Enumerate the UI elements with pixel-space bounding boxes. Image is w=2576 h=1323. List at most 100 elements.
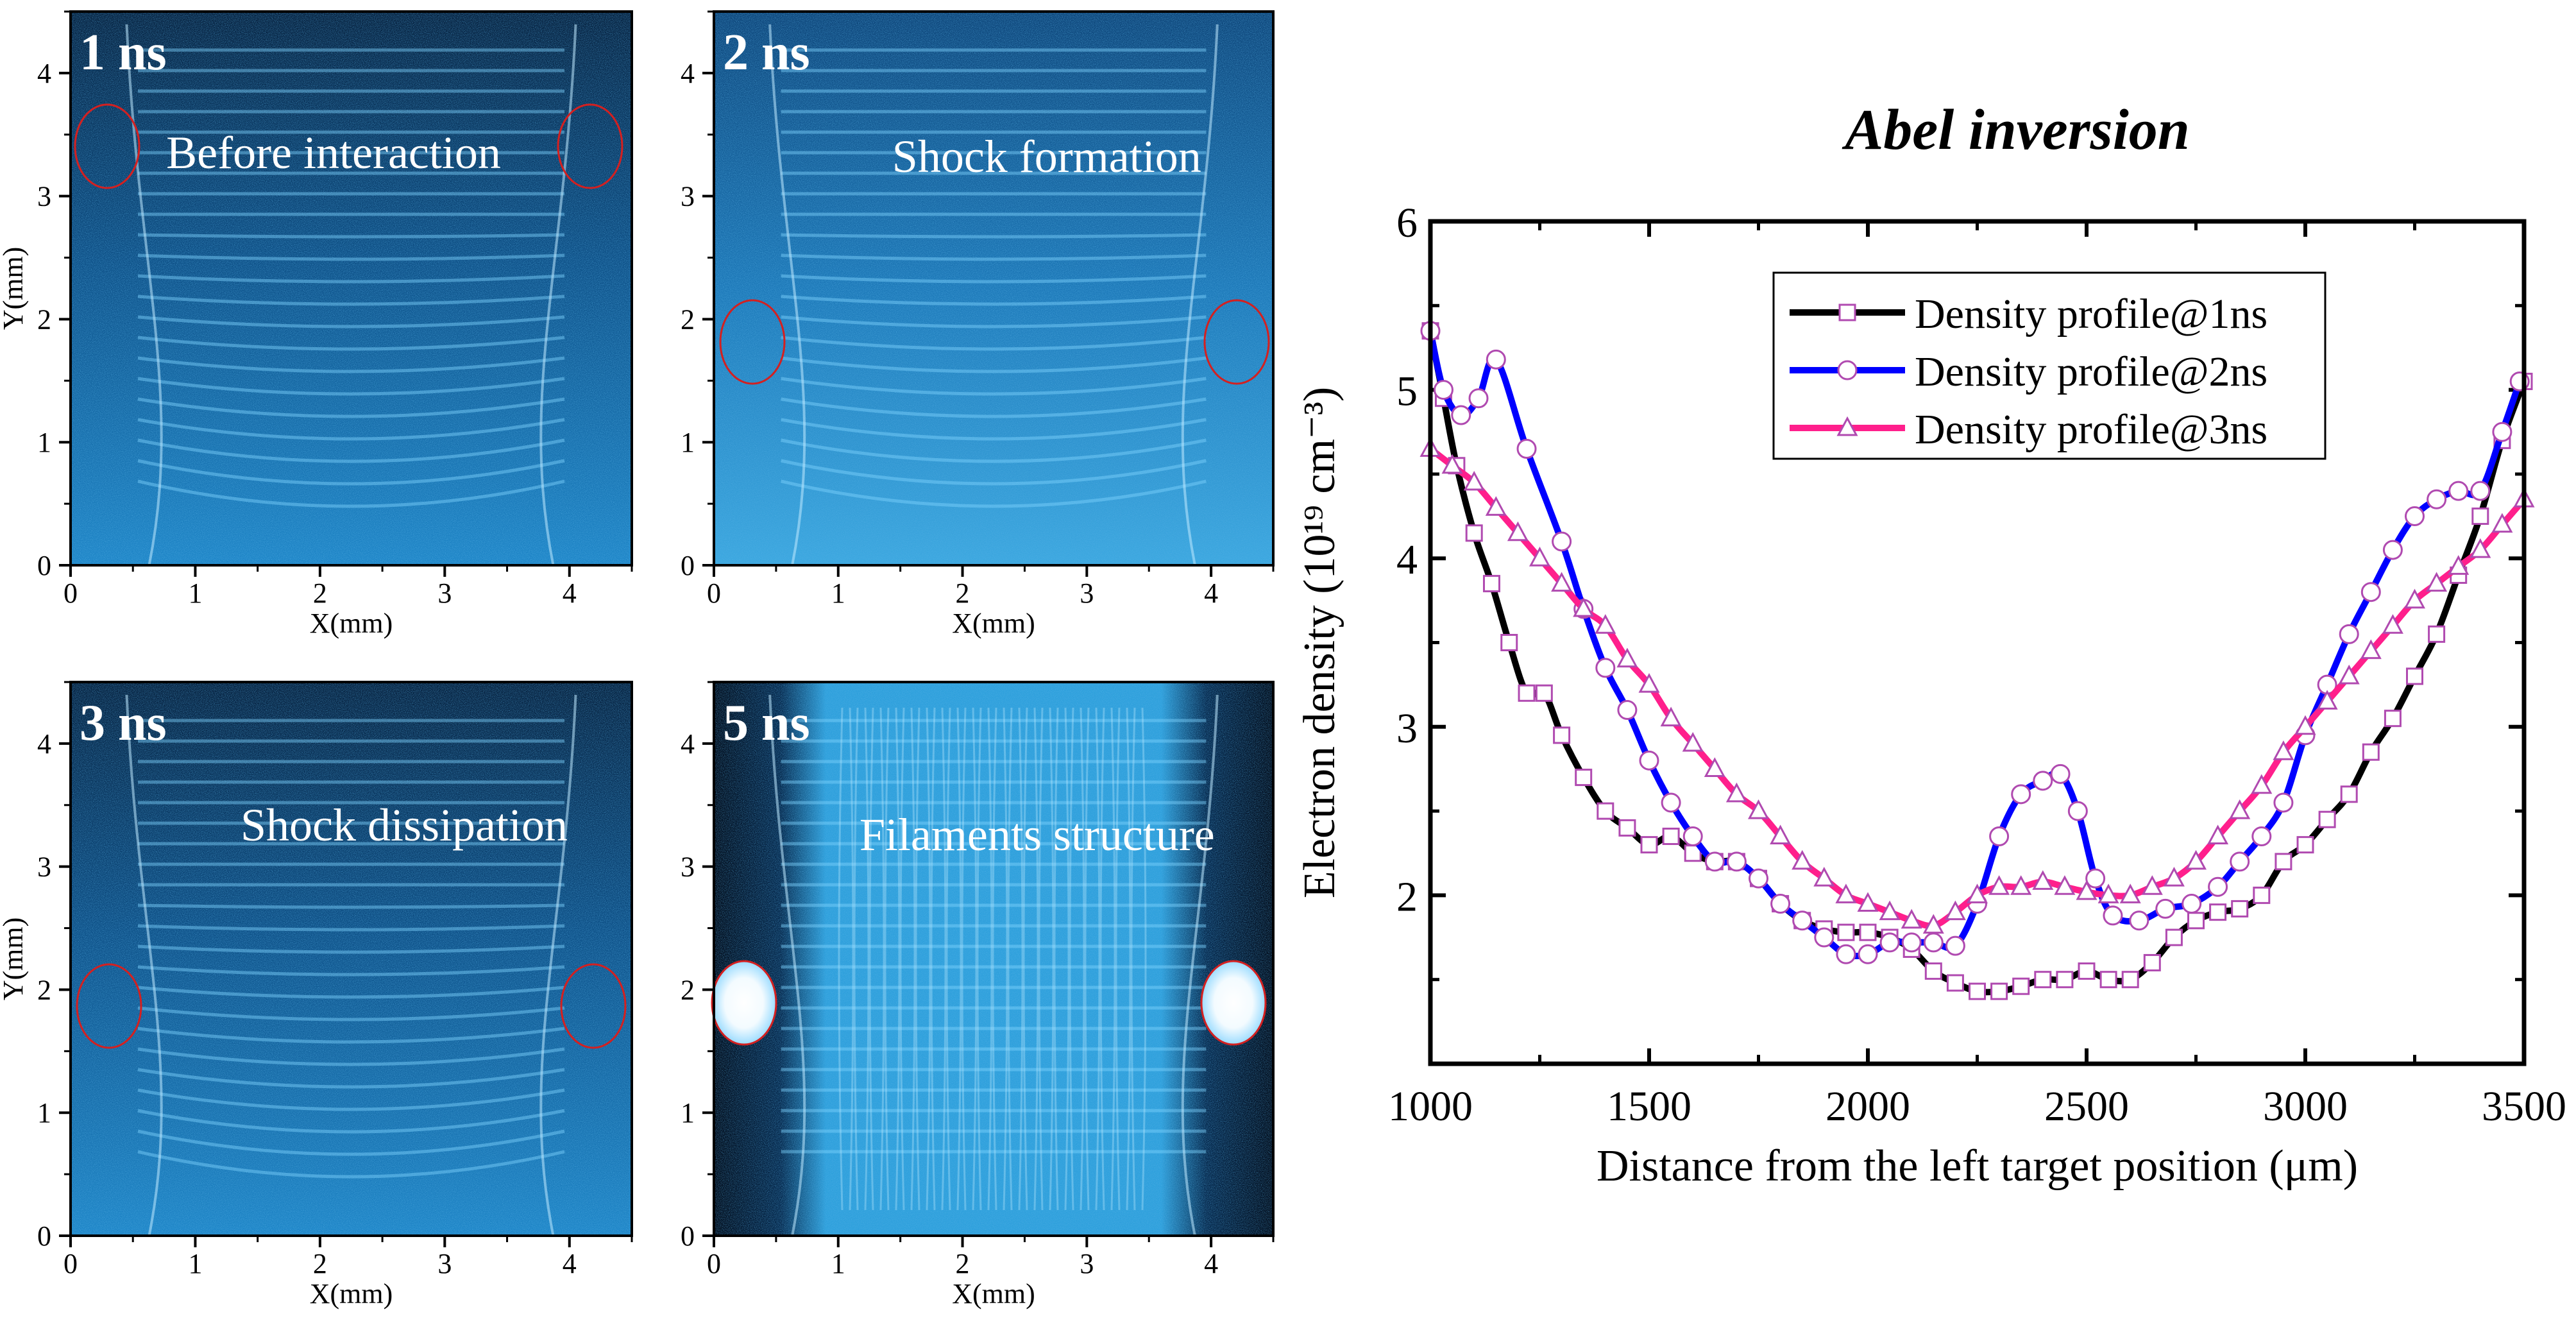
panel-caption: Before interaction bbox=[166, 127, 501, 178]
legend: Density profile@1ns Density profile@2ns De… bbox=[1772, 271, 2326, 460]
data-point-circle bbox=[1617, 700, 1638, 721]
y-tick-label: 3 bbox=[681, 181, 695, 212]
data-point-circle bbox=[2230, 851, 2250, 872]
panel-frame bbox=[713, 681, 1275, 1237]
data-point-triangle bbox=[2338, 664, 2360, 685]
interferogram-panel: 3 ns Shock dissipation 0 1 2 3 4 0 1 2 3 4 X(mm) Y(mm… bbox=[0, 681, 633, 1310]
panel-noise bbox=[714, 682, 1273, 1236]
filament-line bbox=[1141, 707, 1147, 1211]
fringe-line bbox=[137, 377, 565, 396]
data-point-square bbox=[2099, 971, 2117, 989]
fringe-line bbox=[137, 1068, 565, 1089]
filament-line bbox=[956, 707, 962, 1211]
y-tick-label: 1 bbox=[681, 1097, 695, 1129]
filament-line bbox=[972, 707, 978, 1211]
filament-line bbox=[1022, 707, 1028, 1211]
x-axis-label: X(mm) bbox=[952, 608, 1035, 639]
fringe-line bbox=[781, 336, 1207, 351]
y-tick-label: 0 bbox=[681, 550, 695, 581]
filament-line bbox=[976, 707, 982, 1211]
data-point-circle bbox=[2155, 898, 2176, 919]
data-point-square bbox=[1618, 819, 1636, 837]
x-axis-label: X(mm) bbox=[310, 1278, 393, 1310]
data-point-triangle bbox=[1857, 892, 1879, 912]
bright-spot bbox=[712, 961, 776, 1045]
fringe-line bbox=[137, 1150, 565, 1179]
y-tick-label: 2 bbox=[37, 303, 51, 335]
data-point-square bbox=[1575, 769, 1593, 787]
fringe-line bbox=[781, 233, 1207, 239]
y-tick-label: 2 bbox=[681, 303, 695, 335]
data-point-triangle bbox=[1770, 824, 1792, 844]
filament-line bbox=[1033, 707, 1039, 1211]
filament-line bbox=[910, 707, 916, 1211]
x-axis-label: X(mm) bbox=[310, 608, 393, 639]
interferogram-panel: 1 ns Before interaction 0 1 2 3 4 0 1 2 3 4 X(mm) Y(m… bbox=[0, 10, 633, 639]
series-group bbox=[1419, 437, 2535, 934]
target-circle bbox=[711, 960, 777, 1046]
data-point-circle bbox=[2339, 624, 2359, 644]
data-point-triangle bbox=[1616, 647, 1638, 668]
data-point-circle bbox=[2470, 481, 2491, 501]
plasma-edge bbox=[125, 694, 163, 1236]
fringe-line bbox=[781, 377, 1207, 396]
target-circle bbox=[1203, 299, 1270, 385]
filament-line bbox=[1053, 707, 1059, 1211]
data-point-square bbox=[2275, 853, 2292, 871]
fringe-line bbox=[781, 459, 1207, 486]
x-tick-label: 2000 bbox=[1826, 1083, 1910, 1130]
fringe-line bbox=[137, 1027, 565, 1044]
plasma-edge bbox=[1181, 24, 1219, 566]
fringe-line bbox=[781, 253, 1207, 261]
fringe-line bbox=[781, 356, 1207, 373]
x-tick-label: 3500 bbox=[2482, 1083, 2566, 1130]
filament-line bbox=[869, 707, 874, 1211]
x-tick-label: 3 bbox=[1080, 1248, 1094, 1279]
filament-line bbox=[884, 707, 890, 1211]
data-point-square bbox=[1838, 303, 1856, 321]
data-point-circle bbox=[1516, 439, 1537, 459]
fringe-line bbox=[137, 274, 565, 284]
target-circle bbox=[74, 103, 140, 189]
data-point-triangle bbox=[1901, 909, 1922, 929]
plasma-edge bbox=[768, 694, 806, 1236]
data-point-circle bbox=[1879, 932, 1900, 953]
data-point-circle bbox=[1451, 405, 1471, 425]
data-point-square bbox=[2012, 977, 2030, 995]
data-point-triangle bbox=[2316, 690, 2338, 710]
filament-line bbox=[1018, 707, 1024, 1211]
filament-line bbox=[1095, 707, 1101, 1211]
data-point-square bbox=[2384, 710, 2402, 728]
target-circle bbox=[1200, 960, 1267, 1046]
data-point-triangle bbox=[2448, 555, 2470, 575]
data-point-triangle bbox=[2491, 513, 2513, 533]
fringe-line bbox=[781, 418, 1207, 441]
plasma-edge bbox=[768, 24, 806, 566]
legend-label: Density profile@1ns bbox=[1915, 291, 2267, 337]
data-point-triangle bbox=[2010, 875, 2032, 895]
y-tick-label: 2 bbox=[1396, 873, 1418, 920]
data-point-triangle bbox=[1682, 731, 1704, 752]
data-point-square bbox=[2340, 785, 2358, 803]
data-point-square bbox=[2034, 971, 2052, 989]
x-axis-label: Distance from the left target position (… bbox=[1597, 1141, 2358, 1191]
data-point-circle bbox=[2360, 582, 2381, 602]
data-point-triangle bbox=[2032, 870, 2054, 890]
filament-line bbox=[1049, 707, 1055, 1211]
data-point-circle bbox=[1433, 380, 1453, 400]
data-point-square bbox=[1553, 726, 1571, 744]
fringe-line bbox=[137, 253, 565, 261]
fringe-line bbox=[137, 965, 565, 977]
data-point-circle bbox=[2129, 910, 2149, 931]
fringe-line bbox=[137, 459, 565, 486]
data-point-triangle bbox=[1485, 496, 1507, 516]
data-point-triangle bbox=[1441, 454, 1463, 474]
fringe-line bbox=[137, 944, 565, 954]
data-point-circle bbox=[2448, 481, 2469, 501]
data-point-square bbox=[1500, 634, 1518, 651]
data-point-square bbox=[1990, 982, 2008, 1000]
data-point-triangle bbox=[1463, 470, 1485, 491]
data-point-triangle bbox=[2294, 715, 2316, 735]
x-tick-label: 0 bbox=[64, 577, 78, 609]
plot-frame bbox=[1428, 219, 2527, 1066]
